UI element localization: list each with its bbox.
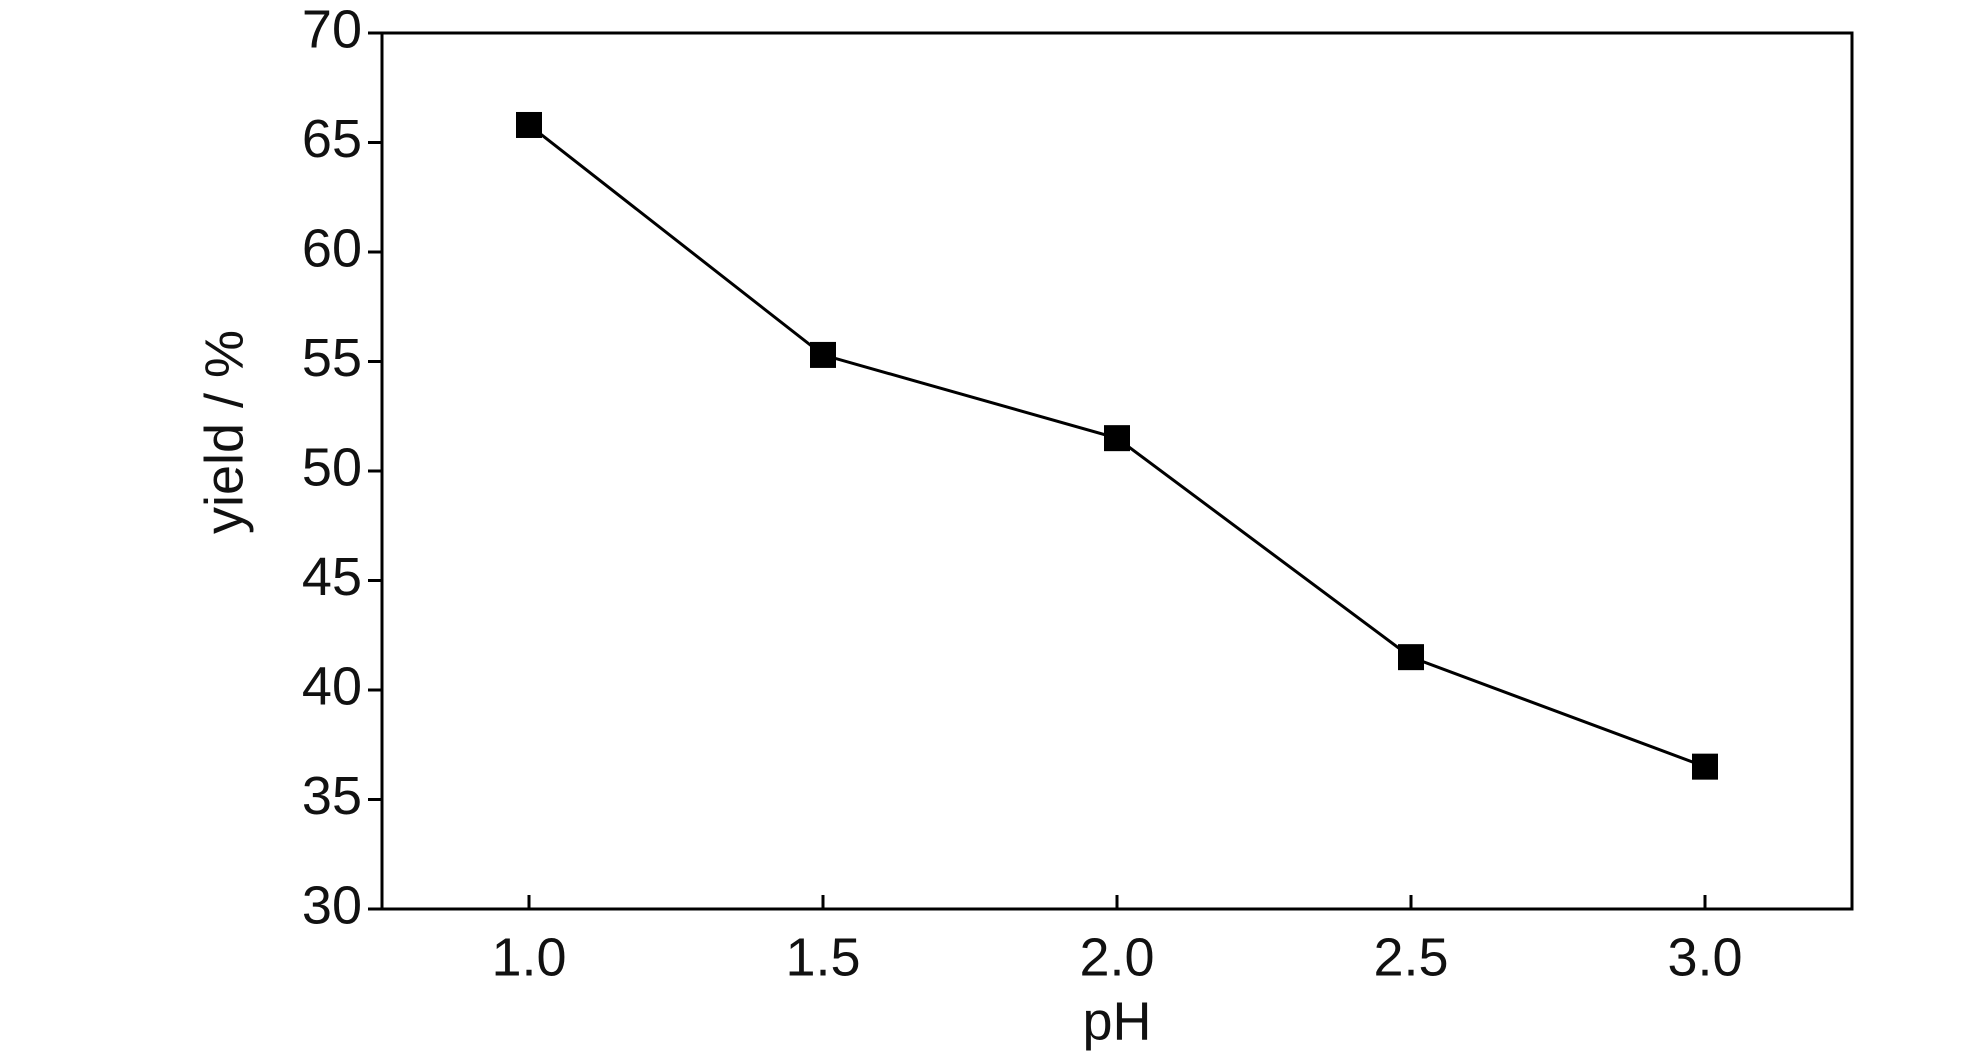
x-axis-label: pH [1082, 991, 1151, 1051]
y-tick-label: 35 [302, 766, 362, 826]
plot-frame [380, 31, 1854, 911]
x-tick-label: 2.0 [1079, 927, 1154, 987]
x-tick-label: 1.5 [785, 927, 860, 987]
y-tick-label: 60 [302, 218, 362, 278]
y-tick-label: 30 [302, 875, 362, 935]
y-tick-label: 50 [302, 437, 362, 497]
y-tick-label: 45 [302, 547, 362, 607]
x-tick-label: 1.0 [491, 927, 566, 987]
y-tick-label: 70 [302, 0, 362, 59]
data-point [1692, 753, 1718, 780]
data-point [516, 111, 542, 138]
data-point [810, 341, 836, 368]
y-tick-label: 55 [302, 328, 362, 388]
x-tick-label: 3.0 [1667, 927, 1742, 987]
y-tick-label: 40 [302, 656, 362, 716]
y-tick-label: 65 [302, 109, 362, 169]
x-tick-label: 2.5 [1373, 927, 1448, 987]
data-point [1398, 644, 1424, 671]
y-axis-label: yield / % [194, 330, 254, 534]
data-point [1104, 425, 1130, 452]
